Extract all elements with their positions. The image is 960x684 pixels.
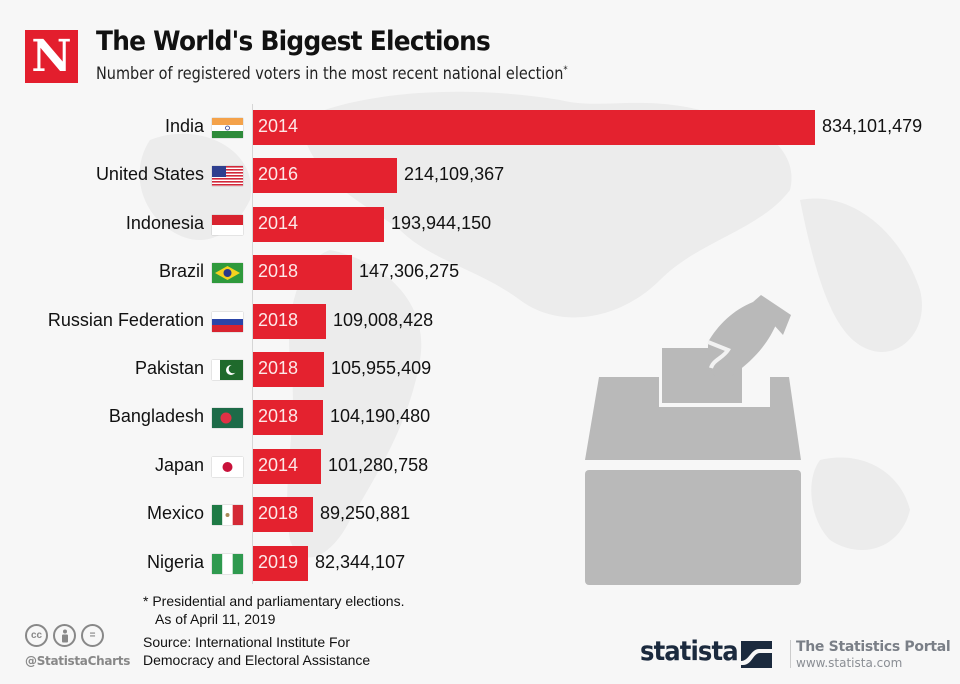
creative-commons-icon: cc <box>25 624 48 647</box>
source-note: Source: International Institute For Demo… <box>143 633 370 669</box>
bar-indonesia: 2014 <box>253 206 384 242</box>
value-label: 105,955,409 <box>331 358 432 378</box>
election-year-label: 2018 <box>258 309 299 330</box>
statistics-portal-label: The Statistics Portal <box>796 639 951 655</box>
value-label: 214,109,367 <box>404 164 505 185</box>
bar-mexico: 2018 <box>253 497 313 533</box>
value-label: 101,280,758 <box>328 454 429 475</box>
category-label: India <box>164 116 204 136</box>
category-label: Indonesia <box>125 212 204 233</box>
russia-flag-icon <box>212 311 243 332</box>
bar-russian-federation: 2018 <box>253 303 326 339</box>
category-label: Nigeria <box>146 551 204 572</box>
license-icons: cc = <box>25 624 104 647</box>
statista-logo-icon <box>741 641 772 668</box>
us-flag-icon <box>212 166 243 187</box>
subtitle-text: Number of registered voters in the most … <box>96 64 564 84</box>
election-year-label: 2019 <box>258 551 299 572</box>
value-label: 147,306,275 <box>359 261 460 282</box>
statista-charts-handle[interactable]: @StatistaCharts <box>25 654 131 668</box>
category-label: Pakistan <box>134 358 204 378</box>
chart-subtitle: Number of registered voters in the most … <box>96 64 568 84</box>
value-label: 193,944,150 <box>391 212 492 233</box>
footnote-line-2: As of April 11, 2019 <box>155 611 276 627</box>
election-year-label: 2018 <box>258 503 299 524</box>
footnote: * Presidential and parliamentary electio… <box>143 592 404 628</box>
value-label: 82,344,107 <box>315 551 406 572</box>
newsweek-logo: N <box>25 30 78 83</box>
source-line-2: Democracy and Electoral Assistance <box>143 652 371 668</box>
source-line-1: Source: International Institute For <box>143 634 350 650</box>
mexico-flag-icon <box>212 505 243 526</box>
bar-nigeria: 2019 <box>253 545 308 581</box>
election-year-label: 2014 <box>258 212 299 233</box>
y-axis-line <box>252 104 253 584</box>
election-year-label: 2014 <box>258 116 299 136</box>
election-year-label: 2018 <box>258 358 299 378</box>
category-label: Brazil <box>158 261 204 282</box>
category-label: Bangladesh <box>108 406 204 427</box>
attribution-person-icon <box>53 624 76 647</box>
bar-united-states: 2016 <box>253 158 397 194</box>
value-label: 104,190,480 <box>330 406 431 427</box>
indonesia-flag-icon <box>212 214 243 235</box>
pakistan-flag-icon <box>212 360 243 380</box>
category-label: Russian Federation <box>47 309 204 330</box>
statista-wordmark[interactable]: statista <box>640 636 739 667</box>
bar-bangladesh: 2018 <box>253 400 323 436</box>
bar-japan: 2014 <box>253 448 321 484</box>
category-label: United States <box>95 164 204 185</box>
bar-india: 2014 <box>253 110 815 145</box>
chart-title: The World's Biggest Elections <box>96 26 491 57</box>
subtitle-footnote-mark: * <box>563 64 568 76</box>
brazil-flag-icon <box>212 263 243 284</box>
bar-pakistan: 2018 <box>253 352 324 387</box>
value-label: 109,008,428 <box>333 309 434 330</box>
footnote-line-1: * Presidential and parliamentary electio… <box>143 593 405 609</box>
bangladesh-flag-icon <box>212 408 243 429</box>
footer-divider <box>790 640 791 668</box>
category-label: Mexico <box>146 503 204 524</box>
japan-flag-icon <box>212 456 243 477</box>
logo-letter: N <box>31 30 72 82</box>
election-year-label: 2014 <box>258 454 299 475</box>
value-label: 89,250,881 <box>320 503 411 524</box>
statista-url[interactable]: www.statista.com <box>796 656 903 670</box>
value-label: 834,101,479 <box>822 116 923 136</box>
bar-brazil: 2018 <box>253 255 352 291</box>
india-flag-icon <box>212 118 243 138</box>
nigeria-flag-icon <box>212 553 243 574</box>
category-label: Japan <box>154 454 204 475</box>
election-year-label: 2018 <box>258 261 299 282</box>
election-year-label: 2018 <box>258 406 299 427</box>
no-derivatives-icon: = <box>81 624 104 647</box>
ballot-box-illustration <box>585 295 801 585</box>
election-year-label: 2016 <box>258 164 299 185</box>
